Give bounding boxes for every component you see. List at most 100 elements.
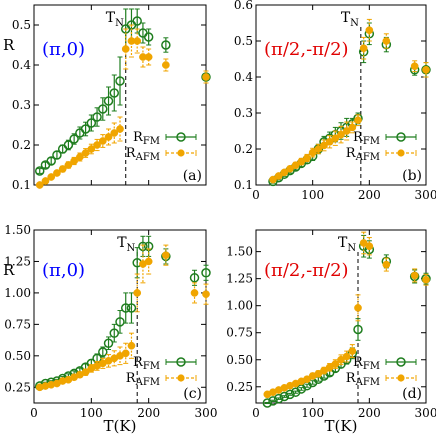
y-tick-label: 1.50 [226,245,253,259]
data-point [161,40,171,50]
momentum-annotation: (π/2,-π/2) [264,39,349,60]
panel-tag: (c) [183,386,202,402]
data-point [303,154,311,162]
data-point [422,275,430,284]
data-point [382,37,391,45]
data-point [98,347,108,357]
data-point [98,137,107,145]
data-point [202,290,210,299]
data-point [348,347,357,355]
y-tick-label: 0.3 [234,106,253,120]
momentum-annotation: (π,0) [42,39,85,60]
data-point [162,251,170,260]
x-tick-label: 100 [301,188,324,202]
data-point [365,242,374,251]
series-afm [35,24,210,189]
y-tick-label: 0.4 [234,70,253,84]
data-point [262,398,273,408]
y-tick-label: 0.3 [12,98,31,112]
x-tick-label: 200 [137,406,160,420]
y-tick-label: 1.50 [4,223,31,237]
data-point [202,73,210,81]
data-point [325,137,334,146]
data-point [52,150,62,160]
data-point [382,260,391,269]
legend-label: RAFM [126,146,160,163]
y-tick-label: 0.4 [12,58,31,72]
data-point [162,61,170,69]
data-point [365,26,374,35]
panel-tag: (d) [402,386,422,402]
plot-frame [255,4,427,186]
data-point [133,289,142,297]
data-point [126,303,137,313]
data-point [121,45,130,53]
data-point [92,112,102,122]
data-point [342,352,351,361]
legend-label: RAFM [346,146,380,163]
legend-marker [177,374,185,382]
y-tick-label: 0.75 [4,317,31,331]
data-point [353,324,363,335]
data-point [354,304,362,312]
data-point [285,389,295,400]
data-point [80,124,91,134]
data-point [269,175,277,184]
momentum-annotation: (π,0) [42,260,85,281]
x-axis-label: T(K) [104,417,137,435]
data-point [410,62,419,71]
tn-label: TN [117,235,135,254]
data-point [410,271,419,280]
data-point [279,391,290,402]
legend-marker [396,132,406,142]
panel-tag: (b) [402,168,422,184]
y-tick-label: 1.25 [226,272,253,286]
legend-label: RFM [353,355,380,372]
data-point [116,125,124,133]
data-point [133,37,142,45]
y-tick-label: 0.25 [4,380,31,394]
y-tick-label: 0.6 [234,0,253,12]
y-tick-label: 0.1 [234,178,253,192]
data-point [120,303,131,313]
data-point [308,148,317,157]
data-point [143,32,154,42]
data-point [93,141,101,149]
y-tick-label: 0.75 [226,326,253,340]
data-point [268,396,278,406]
data-point [35,181,44,189]
data-point [81,149,90,157]
data-point [144,257,153,266]
legend-marker [177,149,185,157]
data-point [109,88,120,98]
data-point [274,172,283,180]
legend-label: RFM [133,130,160,147]
y-tick-label: 1.00 [4,286,31,300]
data-point [320,141,328,150]
x-tick-label: 300 [195,406,218,420]
y-tick-label: 0.5 [234,34,253,48]
legend-marker [176,132,186,142]
panel-b: 0 100 200 300 0.1 0.2 0.3 0.4 0.5 0.6 TN (π/2,-π/2)… [234,0,436,202]
data-point [86,118,97,128]
y-tick-label: 0.50 [4,349,31,363]
y-tick-label: 1.00 [226,299,253,313]
legend-marker [176,357,186,367]
data-point [201,268,211,278]
data-point [104,133,113,141]
data-point [115,76,125,86]
plot-frame [255,229,427,404]
series-fm [34,8,211,176]
legend-label: RAFM [346,371,380,388]
data-point [190,289,199,297]
series-afm [35,244,210,392]
data-point [314,145,323,153]
data-point [103,96,114,106]
x-tick-label: 200 [358,406,381,420]
data-point [280,168,289,177]
data-point [331,134,340,143]
tn-label: TN [341,10,359,29]
data-point [115,317,125,327]
